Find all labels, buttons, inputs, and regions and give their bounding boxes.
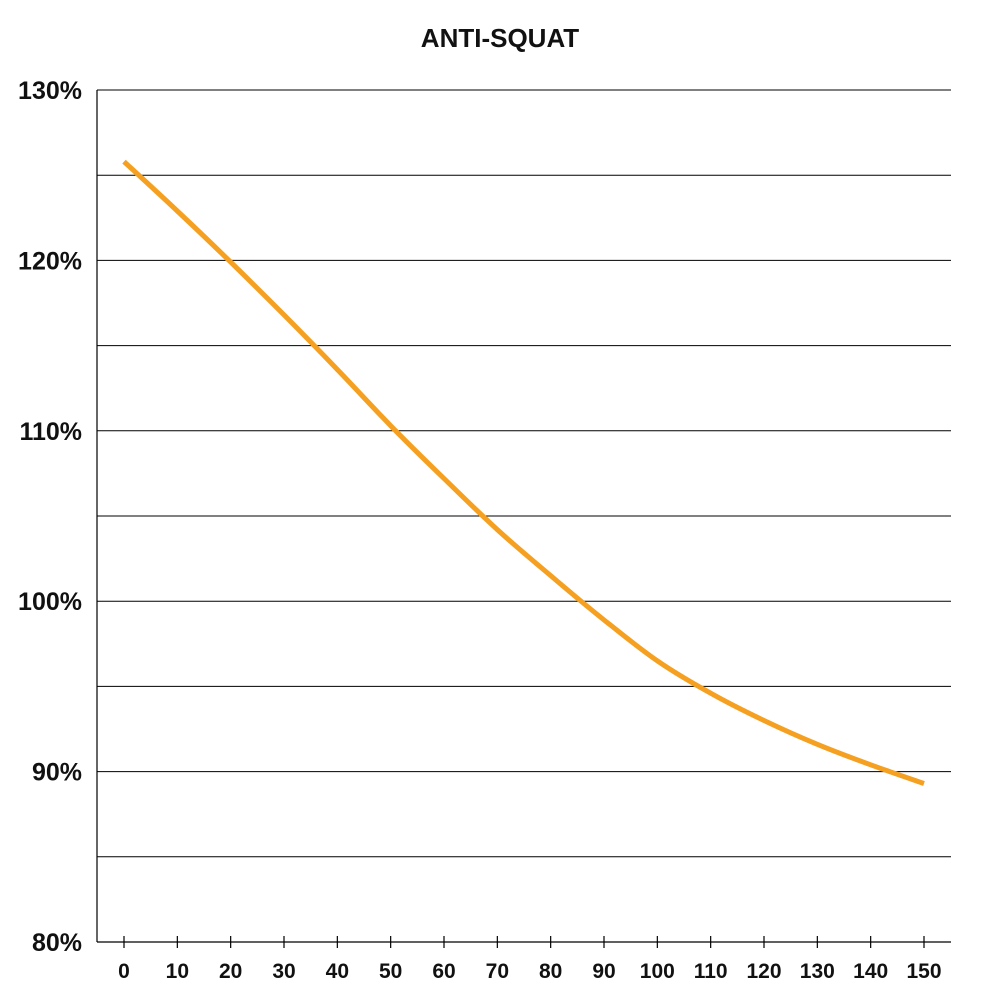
y-tick-label: 130% (18, 77, 82, 105)
x-tick-label: 150 (906, 960, 941, 983)
x-axis-ticks: 0 10 20 30 40 50 60 70 80 90 100 110 120 130 140 150 (118, 936, 942, 983)
x-tick-label: 10 (166, 960, 189, 983)
x-tick-label: 90 (592, 960, 615, 983)
x-tick-label: 80 (539, 960, 562, 983)
x-tick-label: 40 (326, 960, 349, 983)
y-tick-label: 110% (19, 418, 82, 446)
y-tick-label: 90% (32, 759, 82, 787)
y-tick-label: 120% (18, 247, 82, 275)
y-tick-label: 100% (18, 588, 82, 616)
anti-squat-line (122, 159, 925, 786)
x-tick-label: 130 (800, 960, 835, 983)
y-axis-ticks: 80% 90% 100% 110% 120% 130% (18, 77, 82, 957)
x-tick-label: 110 (694, 960, 728, 983)
axes (96, 90, 951, 943)
x-tick-label: 60 (432, 960, 455, 983)
chart-title: ANTI-SQUAT (421, 23, 580, 53)
x-tick-label: 30 (272, 960, 295, 983)
gridlines (97, 89, 951, 858)
x-tick-label: 100 (640, 960, 675, 983)
x-tick-label: 0 (118, 960, 130, 983)
x-tick-label: 140 (853, 960, 888, 983)
series-group (122, 159, 925, 786)
x-tick-label: 20 (219, 960, 242, 983)
x-tick-label: 70 (486, 960, 509, 983)
y-tick-label: 80% (32, 929, 82, 957)
x-tick-label: 120 (746, 960, 781, 983)
x-tick-label: 50 (379, 960, 402, 983)
